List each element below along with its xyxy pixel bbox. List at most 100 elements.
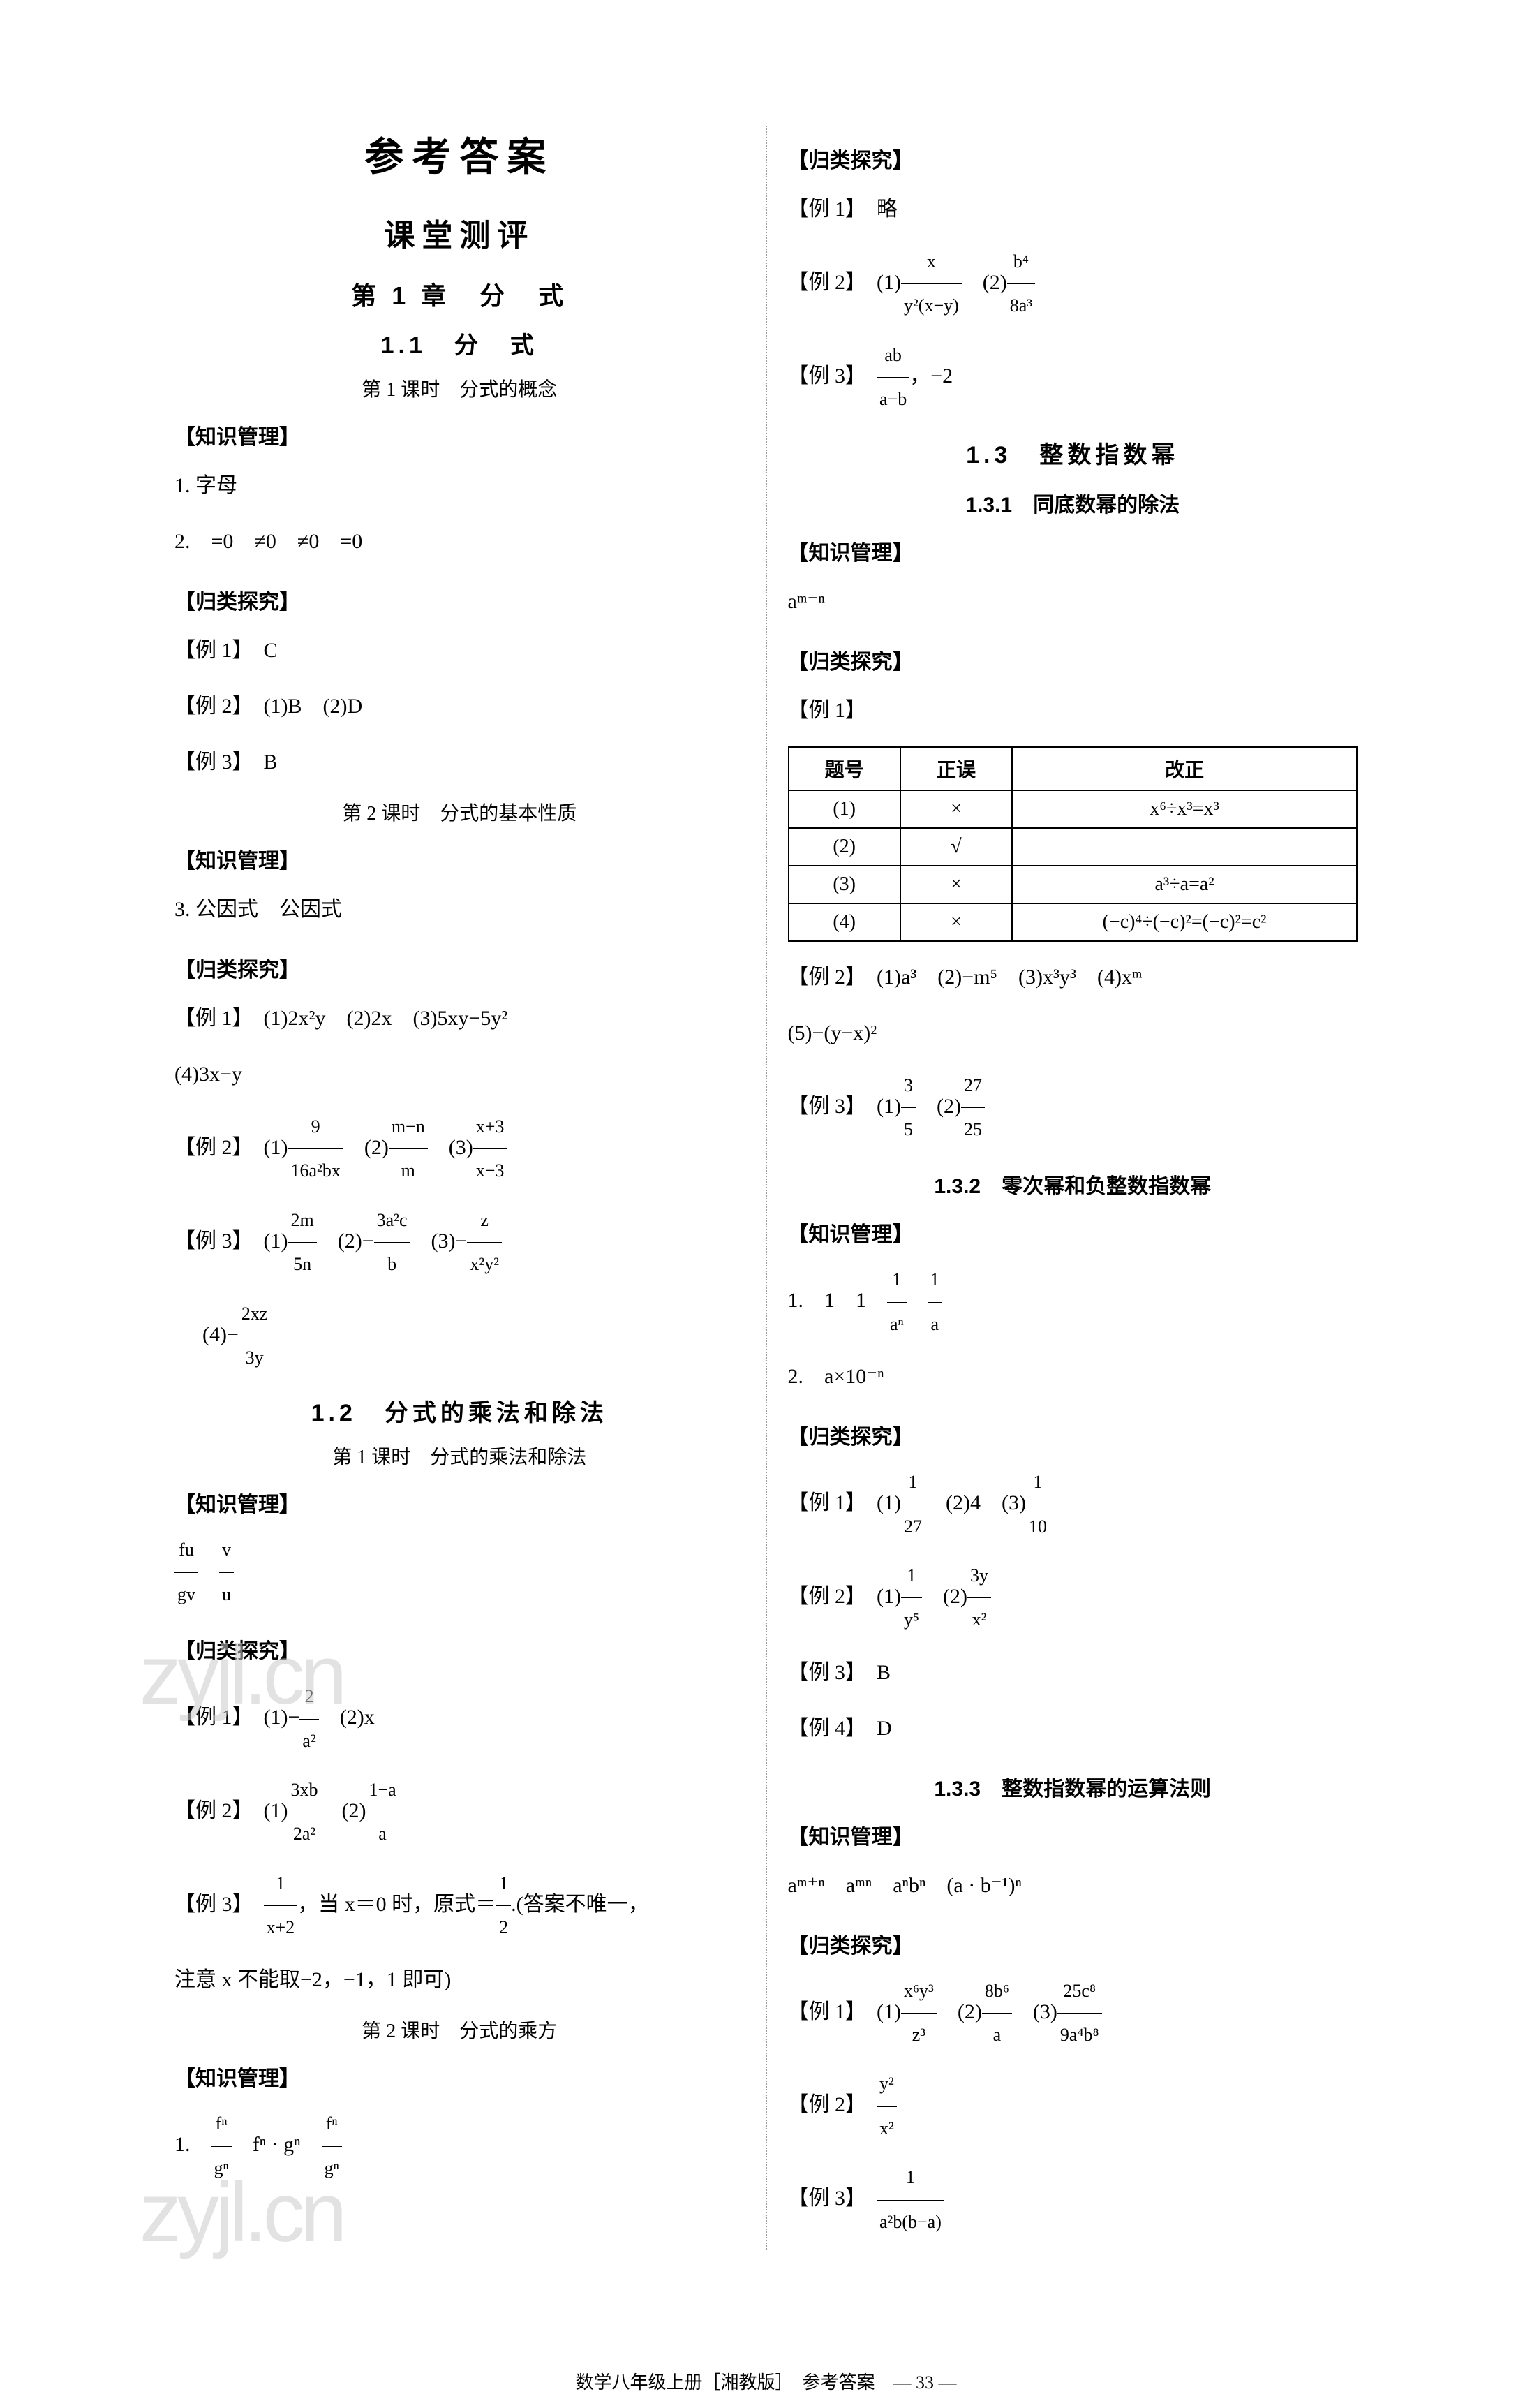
fraction: 1x+2 [264,1862,298,1950]
fraction: 2725 [961,1064,985,1152]
answer-line: 1. fⁿgⁿ fⁿ · gⁿ fⁿgⁿ [174,2102,745,2190]
answer-text: (2)4 [946,1491,981,1514]
example-label: 【例 2】 [174,1799,243,1822]
answer-line: fugv vu [174,1528,745,1616]
table-cell: a³÷a=a² [1012,866,1357,903]
answer-line: 【例 3】 (1)2m5n (2)−3a²cb (3)−zx²y² [174,1199,745,1287]
table-row: (3) × a³÷a=a² [789,866,1358,903]
answer-line: (5)−(y−x)² [788,1008,1358,1058]
answer-text: ，−2 [909,364,953,387]
answer-text: ，当 x＝0 时，原式＝ [297,1892,496,1915]
table-cell [1012,828,1357,866]
fraction: fⁿgⁿ [322,2102,342,2190]
heading-gltj: 【归类探究】 [788,143,1358,174]
answer-line: 【例 2】 (1)a³ (2)−m⁵ (3)x³y³ (4)xᵐ [788,952,1358,1003]
answer-line: (4)−2xz3y [174,1292,745,1380]
table-header: 题号 [789,747,900,790]
section-1-1: 1.1 分 式 [174,326,745,360]
answer-line: 【例 1】 (1)−2a² (2)x [174,1675,745,1763]
table-cell: × [900,790,1012,828]
table-cell: (3) [789,866,900,903]
answer-line: 【例 2】 (1)B (2)D [174,681,745,732]
subsection-1-3-1: 1.3.1 同底数幂的除法 [788,487,1358,518]
heading-gltj: 【归类探究】 [788,644,1358,675]
lesson-1-1-2: 第 2 课时 分式的基本性质 [174,798,745,826]
answer-line: 【例 1】 [788,686,1358,736]
answer-line: 【例 3】 B [174,737,745,788]
fraction: vu [219,1528,234,1616]
fraction: 2m5n [288,1199,316,1287]
example-label: 【例 2】 [788,271,856,294]
title-main: 参考答案 [174,126,745,182]
heading-gltj: 【归类探究】 [788,1928,1358,1959]
table-header-row: 题号 正误 改正 [789,747,1358,790]
table-header: 正误 [900,747,1012,790]
answer-line: 【例 2】 (1)xy²(x−y) (2)b⁴8a³ [788,240,1358,328]
answer-line: 【例 2】 (1)916a²bx (2)m−nm (3)x+3x−3 [174,1105,745,1193]
answer-text: (2)x [340,1706,375,1729]
table-row: (4) × (−c)⁴÷(−c)²=(−c)²=c² [789,903,1358,941]
answer-line: 【例 3】 aba−b，−2 [788,334,1358,422]
answer-line: 2. =0 ≠0 ≠0 =0 [174,517,745,567]
answer-text: .(答案不唯一， [511,1892,649,1915]
fraction: m−nm [389,1105,428,1193]
lesson-1-2-2: 第 2 课时 分式的乘方 [174,2016,745,2044]
heading-zsgl: 【知识管理】 [788,535,1358,566]
answer-line: 【例 1】 (1)127 (2)4 (3)110 [788,1461,1358,1549]
subsection-1-3-3: 1.3.3 整数指数幂的运算法则 [788,1771,1358,1802]
fraction: fⁿgⁿ [211,2102,232,2190]
example-label: 【例 1】 [174,1706,243,1729]
fraction: fugv [174,1528,198,1616]
answer-line: 【例 3】 B [788,1648,1358,1698]
answer-line: 1. 1 1 1aⁿ 1a [788,1258,1358,1346]
answer-line: 【例 3】 1a²b(b−a) [788,2156,1358,2244]
fraction: y²x² [877,2062,897,2150]
right-column: 【归类探究】 【例 1】 略 【例 2】 (1)xy²(x−y) (2)b⁴8a… [767,126,1379,2250]
title-sub: 课堂测评 [174,210,745,255]
answer-line: 【例 2】 (1)1y⁵ (2)3yx² [788,1554,1358,1642]
example-label: 【例 1】 [788,1491,856,1514]
answer-line: aᵐ⁻ⁿ [788,577,1358,627]
fraction: 1−aa [366,1768,399,1856]
example-label: 【例 3】 [788,2187,856,2210]
fraction: aba−b [877,334,909,422]
table-cell: (2) [789,828,900,866]
fraction: x+3x−3 [473,1105,507,1193]
fraction: 1aⁿ [887,1258,907,1346]
section-1-2: 1.2 分式的乘法和除法 [174,1394,745,1428]
heading-zsgl: 【知识管理】 [174,420,745,450]
table-row: (2) √ [789,828,1358,866]
fraction: 1y⁵ [901,1554,922,1642]
fraction: 25c⁸9a⁴b⁸ [1057,1970,1102,2058]
example-label: 【例 3】 [174,1892,243,1915]
heading-gltj: 【归类探究】 [788,1419,1358,1450]
answer-line: 3. 公因式 公因式 [174,885,745,935]
page-footer: 数学八年级上册［湘教版］ 参考答案 — 33 — [0,2354,1532,2408]
answer-line: aᵐ⁺ⁿ aᵐⁿ aⁿbⁿ (a · b⁻¹)ⁿ [788,1861,1358,1911]
heading-zsgl: 【知识管理】 [174,1487,745,1518]
fraction: 110 [1026,1461,1050,1549]
heading-gltj: 【归类探究】 [174,952,745,983]
table-cell: √ [900,828,1012,866]
heading-zsgl: 【知识管理】 [788,1819,1358,1850]
answer-line: 【例 2】 y²x² [788,2062,1358,2150]
table-cell: (1) [789,790,900,828]
answer-line: 2. a×10⁻ⁿ [788,1352,1358,1402]
table-header: 改正 [1012,747,1357,790]
answer-text: fⁿ · gⁿ [253,2133,301,2156]
example-label: 【例 2】 [174,1136,243,1159]
answer-text: 1. 1 1 [788,1289,867,1312]
table-cell: x⁶÷x³=x³ [1012,790,1357,828]
answer-line: (4)3x−y [174,1049,745,1100]
chapter-title: 第 1 章 分 式 [174,276,745,312]
answer-line: 【例 1】 略 [788,184,1358,235]
fraction: b⁴8a³ [1007,240,1035,328]
fraction: 2xz3y [239,1292,271,1380]
fraction: 127 [901,1461,925,1549]
example-label: 【例 2】 [788,2093,856,2116]
table-cell: (−c)⁴÷(−c)²=(−c)²=c² [1012,903,1357,941]
fraction: 916a²bx [288,1105,343,1193]
table-cell: × [900,903,1012,941]
answer-line: 【例 3】 1x+2，当 x＝0 时，原式＝12.(答案不唯一， [174,1862,745,1950]
left-column: 参考答案 课堂测评 第 1 章 分 式 1.1 分 式 第 1 课时 分式的概念… [154,126,767,2250]
